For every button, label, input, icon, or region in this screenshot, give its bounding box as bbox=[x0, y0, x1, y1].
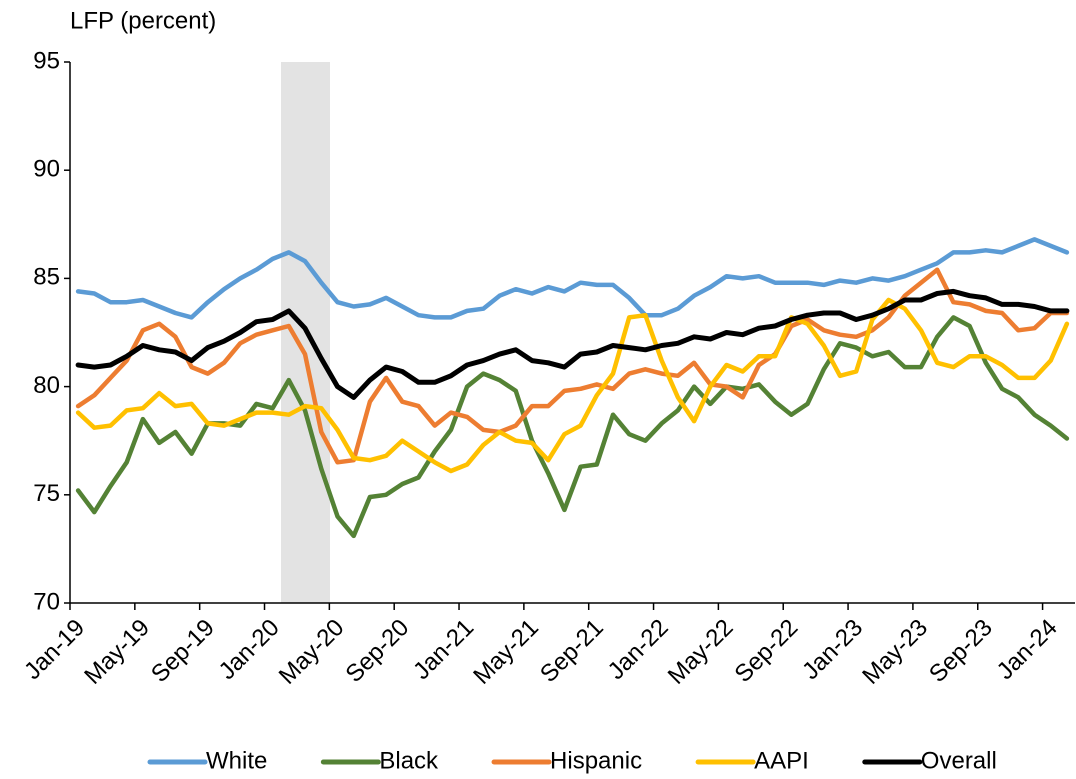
x-tick-label: Jan-23 bbox=[797, 614, 868, 685]
x-tick-label: Sep-22 bbox=[730, 614, 804, 688]
x-tick-label: Jan-20 bbox=[214, 614, 285, 685]
y-tick-label: 75 bbox=[33, 480, 60, 507]
x-tick-label: May-19 bbox=[79, 614, 155, 690]
x-tick-label: Jan-21 bbox=[408, 614, 479, 685]
x-tick-label: May-20 bbox=[274, 614, 350, 690]
y-tick-label: 85 bbox=[33, 264, 60, 291]
x-tick-label: Sep-19 bbox=[146, 614, 220, 688]
y-tick-label: 80 bbox=[33, 372, 60, 399]
x-tick-label: Jan-19 bbox=[19, 614, 90, 685]
legend-label: AAPI bbox=[754, 747, 809, 774]
series-line bbox=[75, 237, 1070, 320]
legend-label: Hispanic bbox=[550, 747, 642, 774]
legend-label: White bbox=[206, 747, 267, 774]
chart-title: LFP (percent) bbox=[70, 7, 216, 34]
x-tick-label: Sep-21 bbox=[535, 614, 609, 688]
y-tick-label: 70 bbox=[33, 588, 60, 615]
x-tick-label: May-21 bbox=[468, 614, 544, 690]
x-tick-label: Jan-24 bbox=[992, 614, 1063, 685]
series-line bbox=[75, 297, 1070, 474]
legend-label: Black bbox=[379, 747, 439, 774]
y-tick-label: 90 bbox=[33, 156, 60, 183]
series-line bbox=[75, 315, 1070, 539]
x-tick-label: Sep-20 bbox=[340, 614, 414, 688]
series-line bbox=[75, 288, 1070, 400]
x-tick-label: May-23 bbox=[857, 614, 933, 690]
x-tick-label: May-22 bbox=[663, 614, 739, 690]
x-tick-label: Jan-22 bbox=[603, 614, 674, 685]
y-tick-label: 95 bbox=[33, 47, 60, 74]
x-tick-label: Sep-23 bbox=[924, 614, 998, 688]
legend-label: Overall bbox=[921, 747, 997, 774]
